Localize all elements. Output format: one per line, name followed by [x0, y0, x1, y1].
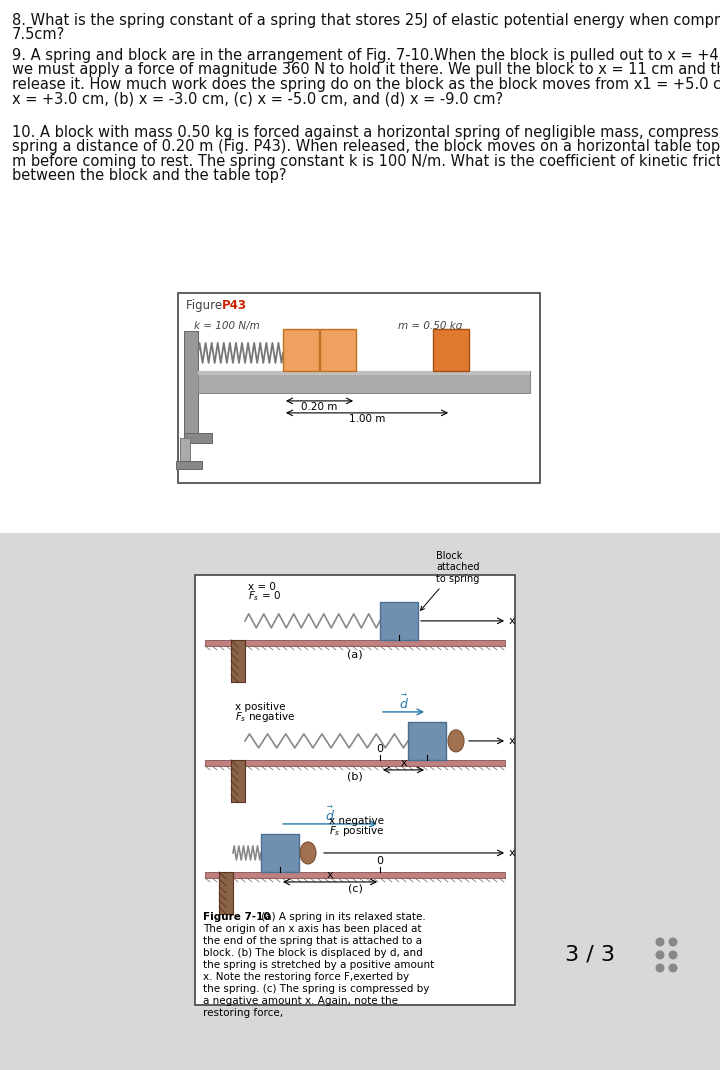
- Text: k = 100 N/m: k = 100 N/m: [194, 321, 260, 331]
- Text: x: x: [400, 758, 407, 768]
- Circle shape: [655, 950, 665, 960]
- Text: $F_s$ positive: $F_s$ positive: [329, 824, 384, 838]
- Text: Figure: Figure: [186, 299, 226, 312]
- Bar: [198, 371, 530, 393]
- Bar: [433, 328, 469, 371]
- Text: x: x: [509, 847, 516, 858]
- Text: (a) A spring in its relaxed state.: (a) A spring in its relaxed state.: [258, 912, 426, 922]
- Text: block. (b) The block is displaced by d, and: block. (b) The block is displaced by d, …: [203, 948, 423, 958]
- Text: x = +3.0 cm, (b) x = -3.0 cm, (c) x = -5.0 cm, and (d) x = -9.0 cm?: x = +3.0 cm, (b) x = -3.0 cm, (c) x = -5…: [12, 91, 503, 107]
- Text: 0: 0: [377, 744, 384, 754]
- Bar: [178, 293, 540, 483]
- Bar: [205, 640, 505, 646]
- Bar: [320, 328, 356, 371]
- Text: $F_s$ = 0: $F_s$ = 0: [248, 588, 282, 602]
- Bar: [195, 575, 515, 1005]
- Bar: [231, 640, 245, 682]
- Text: 9. A spring and block are in the arrangement of Fig. 7-10.When the block is pull: 9. A spring and block are in the arrange…: [12, 48, 720, 63]
- Text: between the block and the table top?: between the block and the table top?: [12, 168, 287, 183]
- Text: $\vec{d}$: $\vec{d}$: [398, 693, 408, 712]
- Circle shape: [655, 937, 665, 947]
- Text: m = 0.50 kg: m = 0.50 kg: [398, 321, 462, 331]
- Circle shape: [668, 963, 678, 973]
- Text: restoring force,: restoring force,: [203, 1008, 283, 1018]
- Text: x. Note the restoring force F,exerted by: x. Note the restoring force F,exerted by: [203, 972, 409, 982]
- Text: $F_s$: $F_s$: [416, 724, 428, 738]
- Text: 0: 0: [395, 624, 402, 633]
- Text: Figure 7-10: Figure 7-10: [203, 912, 271, 922]
- Text: Block
attached
to spring: Block attached to spring: [420, 551, 480, 610]
- Text: a negative amount x. Again, note the: a negative amount x. Again, note the: [203, 996, 398, 1006]
- Text: 0.20 m: 0.20 m: [301, 402, 338, 412]
- Bar: [180, 438, 190, 463]
- Bar: [184, 433, 212, 443]
- Circle shape: [668, 937, 678, 947]
- Text: m before coming to rest. The spring constant k is 100 N/m. What is the coefficie: m before coming to rest. The spring cons…: [12, 154, 720, 169]
- Text: the spring is stretched by a positive amount: the spring is stretched by a positive am…: [203, 960, 434, 970]
- Bar: [205, 760, 505, 766]
- Text: spring a distance of 0.20 m (Fig. P43). When released, the block moves on a hori: spring a distance of 0.20 m (Fig. P43). …: [12, 139, 720, 154]
- Text: x: x: [509, 616, 516, 626]
- Text: the spring. (c) The spring is compressed by: the spring. (c) The spring is compressed…: [203, 984, 429, 994]
- Text: The origin of an x axis has been placed at: The origin of an x axis has been placed …: [203, 924, 421, 934]
- Text: release it. How much work does the spring do on the block as the block moves fro: release it. How much work does the sprin…: [12, 77, 720, 92]
- Text: the end of the spring that is attached to a: the end of the spring that is attached t…: [203, 936, 422, 946]
- Text: (c): (c): [348, 884, 362, 893]
- Bar: [205, 872, 505, 878]
- Bar: [198, 371, 530, 374]
- Text: x positive: x positive: [235, 702, 286, 712]
- Text: 8. What is the spring constant of a spring that stores 25J of elastic potential : 8. What is the spring constant of a spri…: [12, 13, 720, 28]
- Text: 3 / 3: 3 / 3: [565, 945, 615, 965]
- Ellipse shape: [448, 730, 464, 752]
- Circle shape: [668, 950, 678, 960]
- Text: x negative: x negative: [329, 816, 384, 826]
- Text: $F_s$ negative: $F_s$ negative: [235, 709, 295, 724]
- Text: (b): (b): [347, 771, 363, 782]
- Text: 7.5cm?: 7.5cm?: [12, 28, 66, 43]
- Text: 0: 0: [377, 856, 384, 866]
- Text: x = 0: x = 0: [248, 582, 276, 592]
- Bar: [176, 461, 202, 469]
- Bar: [261, 834, 299, 872]
- Text: x: x: [509, 736, 516, 746]
- Circle shape: [655, 963, 665, 973]
- Bar: [231, 760, 245, 801]
- Text: $\vec{d}$: $\vec{d}$: [325, 806, 335, 824]
- Bar: [184, 331, 198, 443]
- Text: 10. A block with mass 0.50 kg is forced against a horizontal spring of negligibl: 10. A block with mass 0.50 kg is forced …: [12, 125, 720, 140]
- Text: (a): (a): [347, 649, 363, 660]
- Bar: [408, 722, 446, 760]
- Text: we must apply a force of magnitude 360 N to hold it there. We pull the block to : we must apply a force of magnitude 360 N…: [12, 62, 720, 77]
- Text: 1.00 m: 1.00 m: [348, 414, 385, 424]
- Text: $F_s$: $F_s$: [279, 837, 291, 851]
- Text: P43: P43: [222, 299, 247, 312]
- Ellipse shape: [300, 842, 316, 863]
- Bar: [283, 328, 319, 371]
- Text: x: x: [327, 870, 333, 880]
- Bar: [219, 872, 233, 914]
- Bar: [380, 602, 418, 640]
